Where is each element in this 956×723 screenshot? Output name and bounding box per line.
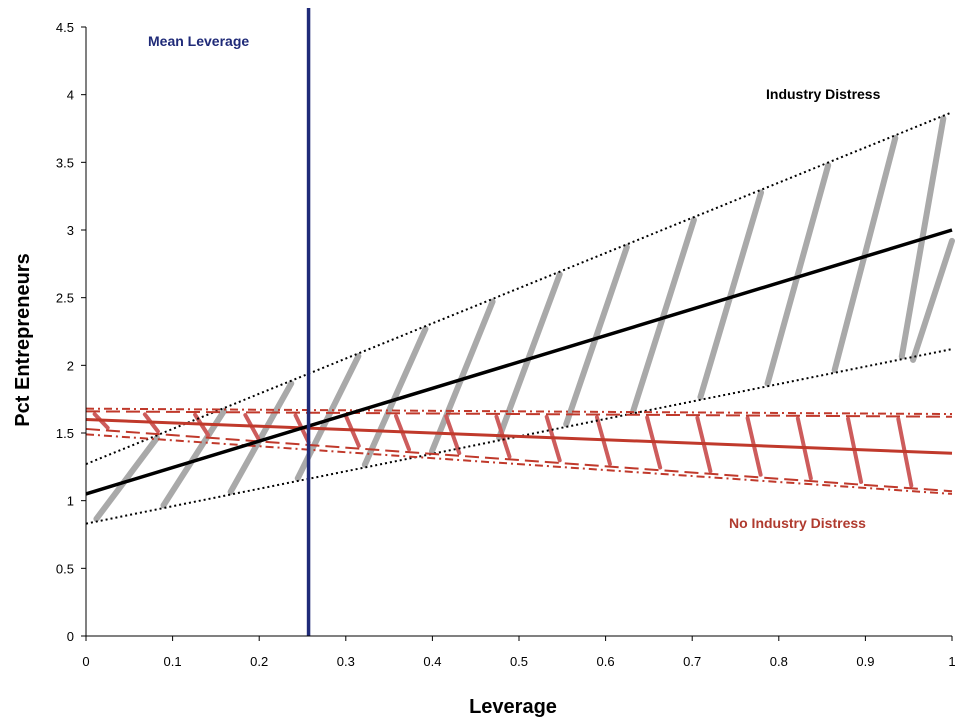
y-tick-label: 0.5 — [56, 561, 74, 576]
y-tick-label: 2 — [67, 358, 74, 373]
industry-distress-estimate — [85, 228, 953, 496]
industry-distress-hatch — [831, 135, 899, 374]
no-industry-distress-estimate — [85, 417, 953, 455]
y-tick-label: 1.5 — [56, 426, 74, 441]
y-tick-label: 1 — [67, 494, 74, 509]
x-axis-title: Leverage — [469, 696, 557, 718]
series-lines — [85, 8, 953, 636]
x-tick-label: 0.7 — [683, 654, 701, 669]
industry-distress-hatch — [630, 216, 697, 414]
industry-distress-hatch — [563, 244, 630, 428]
no-industry-distress-inner-lower — [85, 427, 953, 493]
industry-distress-hatch — [160, 407, 228, 509]
y-axis-title: Pct Entrepreneurs — [12, 253, 34, 426]
axes — [85, 27, 952, 637]
x-tick-label: 0.5 — [510, 654, 528, 669]
y-tick-label: 3.5 — [56, 155, 74, 170]
x-tick-label: 0.4 — [423, 654, 441, 669]
x-tick-label: 0.6 — [597, 654, 615, 669]
y-tick-label: 0 — [67, 629, 74, 644]
industry-distress-hatch — [764, 162, 832, 387]
y-tick-label: 3 — [67, 223, 74, 238]
x-tick-label: 0 — [82, 654, 89, 669]
industry-distress-label: Industry Distress — [766, 86, 881, 102]
no-industry-distress-outer-upper — [85, 407, 953, 416]
industry-distress-hatch — [496, 271, 563, 441]
industry-distress-hatch — [697, 189, 765, 401]
mean-leverage-label: Mean Leverage — [148, 33, 249, 49]
no-industry-distress-outer-lower — [85, 433, 953, 495]
confidence-bands — [92, 115, 955, 522]
x-tick-label: 0.1 — [164, 654, 182, 669]
ticks-layer: 0 0.5 1 1.5 2 2.5 3 3.5 4 4.5 0 0.1 0.2 0.3 0.4 0.5 0.6 0… — [56, 20, 956, 669]
x-tick-label: 0.9 — [856, 654, 874, 669]
y-tick-label: 4 — [67, 88, 74, 103]
industry-distress-hatch — [910, 237, 955, 363]
industry-distress-hatch — [428, 298, 496, 455]
industry-distress-hatch — [361, 325, 429, 468]
x-tick-label: 0.8 — [770, 654, 788, 669]
y-tick-label: 4.5 — [56, 20, 74, 35]
no-industry-distress-inner-upper — [85, 410, 953, 418]
industry-distress-upper-bound — [85, 111, 953, 466]
x-tick-label: 0.2 — [250, 654, 268, 669]
x-tick-label: 1 — [948, 654, 955, 669]
x-tick-label: 0.3 — [337, 654, 355, 669]
y-tick-label: 2.5 — [56, 291, 74, 306]
industry-distress-hatch — [93, 434, 161, 522]
no-industry-distress-label: No Industry Distress — [729, 515, 866, 531]
industry-distress-hatch — [227, 380, 295, 495]
